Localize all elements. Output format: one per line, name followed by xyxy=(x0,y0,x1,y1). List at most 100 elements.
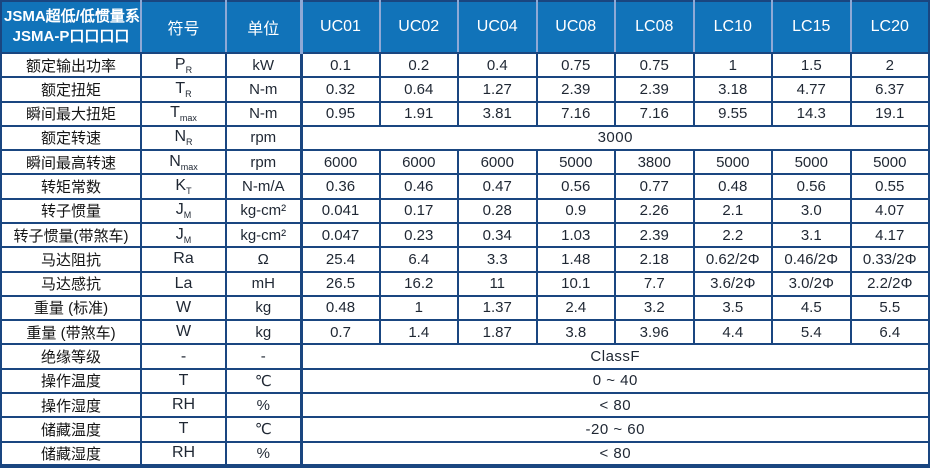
spec-value-cell: 0.75 xyxy=(535,51,616,79)
spec-value-cell: 4.4 xyxy=(692,319,773,346)
spec-row: 额定扭矩 TR N-m 0.32 0.64 1.27 2.39 2.39 3.18 4.77 6.3… xyxy=(0,76,930,103)
spec-value-cell: 0.56 xyxy=(535,173,616,200)
spec-value-cell: 3.6/2Φ xyxy=(692,270,773,297)
spec-value-cell: 2.39 xyxy=(614,76,695,103)
column-header-model-lc15: LC15 xyxy=(771,1,851,54)
spec-value-cell: 1.48 xyxy=(535,246,616,273)
spec-value-cell: 2.2 xyxy=(692,221,773,249)
row-symbol: - xyxy=(140,343,227,370)
row-label: 转子惯量(带煞车) xyxy=(0,221,142,249)
row-unit: rpm xyxy=(225,149,303,176)
spec-value-cell: 3.8 xyxy=(535,319,616,346)
row-symbol: NR xyxy=(140,124,227,152)
merged-value-cell: ClassF xyxy=(300,343,930,370)
spec-value-cell: 9.55 xyxy=(692,100,773,127)
spec-value-cell: 2 xyxy=(849,51,930,79)
spec-value-cell: 3.3 xyxy=(457,246,538,273)
spec-value-cell: 1.37 xyxy=(457,294,538,322)
spec-row: 转子惯量(带煞车) JM kg-cm² 0.047 0.23 0.34 1.03 2.39 2.… xyxy=(0,221,930,249)
spec-value-cell: 5.5 xyxy=(849,294,930,322)
spec-value-cell: 0.23 xyxy=(378,221,459,249)
spec-value-cell: 2.1 xyxy=(692,197,773,224)
spec-value-cell: 7.16 xyxy=(614,100,695,127)
spec-value-cell: 2.18 xyxy=(614,246,695,273)
spec-row: 储藏温度 T ℃ -20 ~ 60 xyxy=(0,416,930,443)
row-unit: kg xyxy=(225,319,303,346)
column-header-model-lc10: LC10 xyxy=(692,1,772,54)
spec-value-cell: 1 xyxy=(378,294,459,322)
row-symbol: T xyxy=(140,416,227,443)
row-unit: - xyxy=(225,343,303,370)
spec-value-cell: 0.55 xyxy=(849,173,930,200)
row-symbol: TR xyxy=(140,76,227,103)
spec-value-cell: 0.47 xyxy=(457,173,538,200)
column-header-model-uc04: UC04 xyxy=(457,1,537,54)
spec-value-cell: 5000 xyxy=(771,149,852,176)
spec-value-cell: 3.0 xyxy=(771,197,852,224)
spec-table-body: 额定输出功率 PR kW 0.1 0.2 0.4 0.75 0.75 1 1.5 2 额定扭矩 TR N-… xyxy=(0,51,930,467)
row-unit: N-m xyxy=(225,76,303,103)
spec-row: 绝缘等级 - - ClassF xyxy=(0,343,930,370)
spec-value-cell: 3.81 xyxy=(457,100,538,127)
spec-value-cell: 0.32 xyxy=(300,76,381,103)
spec-value-cell: 0.1 xyxy=(300,51,381,79)
row-label: 马达感抗 xyxy=(0,270,142,297)
row-unit: N-m/A xyxy=(225,173,303,200)
spec-value-cell: 0.95 xyxy=(300,100,381,127)
column-header-symbol: 符号 xyxy=(140,1,226,54)
spec-value-cell: 6000 xyxy=(378,149,459,176)
row-unit: % xyxy=(225,391,303,419)
row-symbol: KT xyxy=(140,173,227,200)
spec-value-cell: 1.91 xyxy=(378,100,459,127)
spec-value-cell: 0.041 xyxy=(300,197,381,224)
spec-value-cell: 1.87 xyxy=(457,319,538,346)
spec-row: 瞬间最高转速 Nmax rpm 6000 6000 6000 5000 3800 5000 500… xyxy=(0,149,930,176)
row-label: 瞬间最大扭矩 xyxy=(0,100,142,127)
spec-value-cell: 6.4 xyxy=(849,319,930,346)
spec-value-cell: 0.34 xyxy=(457,221,538,249)
spec-value-cell: 2.2/2Φ xyxy=(849,270,930,297)
spec-value-cell: 0.48 xyxy=(300,294,381,322)
table-title-line1: JSMA超低/低惯量系列 xyxy=(4,7,141,25)
spec-value-cell: 3.5 xyxy=(692,294,773,322)
row-symbol: RH xyxy=(140,391,227,419)
row-label: 转子惯量 xyxy=(0,197,142,224)
merged-value-cell: 0 ~ 40 xyxy=(300,367,930,394)
spec-value-cell: 5000 xyxy=(692,149,773,176)
spec-row: 额定转速 NR rpm 3000 xyxy=(0,124,930,152)
row-label: 重量 (标准) xyxy=(0,294,142,322)
row-label: 额定扭矩 xyxy=(0,76,142,103)
row-unit: ℃ xyxy=(225,416,303,443)
header-row: JSMA超低/低惯量系列 JSMA-P口口口口 符号 单位 UC01 UC02 UC… xyxy=(1,1,929,54)
spec-value-cell: 0.17 xyxy=(378,197,459,224)
spec-value-cell: 3.2 xyxy=(614,294,695,322)
row-symbol: JM xyxy=(140,221,227,249)
spec-value-cell: 1.27 xyxy=(457,76,538,103)
row-unit: Ω xyxy=(225,246,303,273)
spec-value-cell: 7.7 xyxy=(614,270,695,297)
spec-value-cell: 0.9 xyxy=(535,197,616,224)
spec-value-cell: 0.28 xyxy=(457,197,538,224)
spec-value-cell: 0.46/2Φ xyxy=(771,246,852,273)
row-symbol: T xyxy=(140,367,227,394)
row-label: 操作温度 xyxy=(0,367,142,394)
merged-value-cell: < 80 xyxy=(300,391,930,419)
spec-value-cell: 19.1 xyxy=(849,100,930,127)
table-title: JSMA超低/低惯量系列 JSMA-P口口口口 xyxy=(1,1,141,54)
row-label: 额定输出功率 xyxy=(0,51,142,79)
row-label: 瞬间最高转速 xyxy=(0,149,142,176)
spec-value-cell: 0.36 xyxy=(300,173,381,200)
row-unit: rpm xyxy=(225,124,303,152)
row-symbol: RH xyxy=(140,440,227,467)
spec-value-cell: 0.77 xyxy=(614,173,695,200)
spec-value-cell: 11 xyxy=(457,270,538,297)
row-label: 转矩常数 xyxy=(0,173,142,200)
column-header-model-lc08: LC08 xyxy=(614,1,694,54)
row-unit: N-m xyxy=(225,100,303,127)
spec-value-cell: 2.26 xyxy=(614,197,695,224)
spec-value-cell: 0.33/2Φ xyxy=(849,246,930,273)
merged-value-cell: 3000 xyxy=(300,124,930,152)
row-symbol: PR xyxy=(140,51,227,79)
